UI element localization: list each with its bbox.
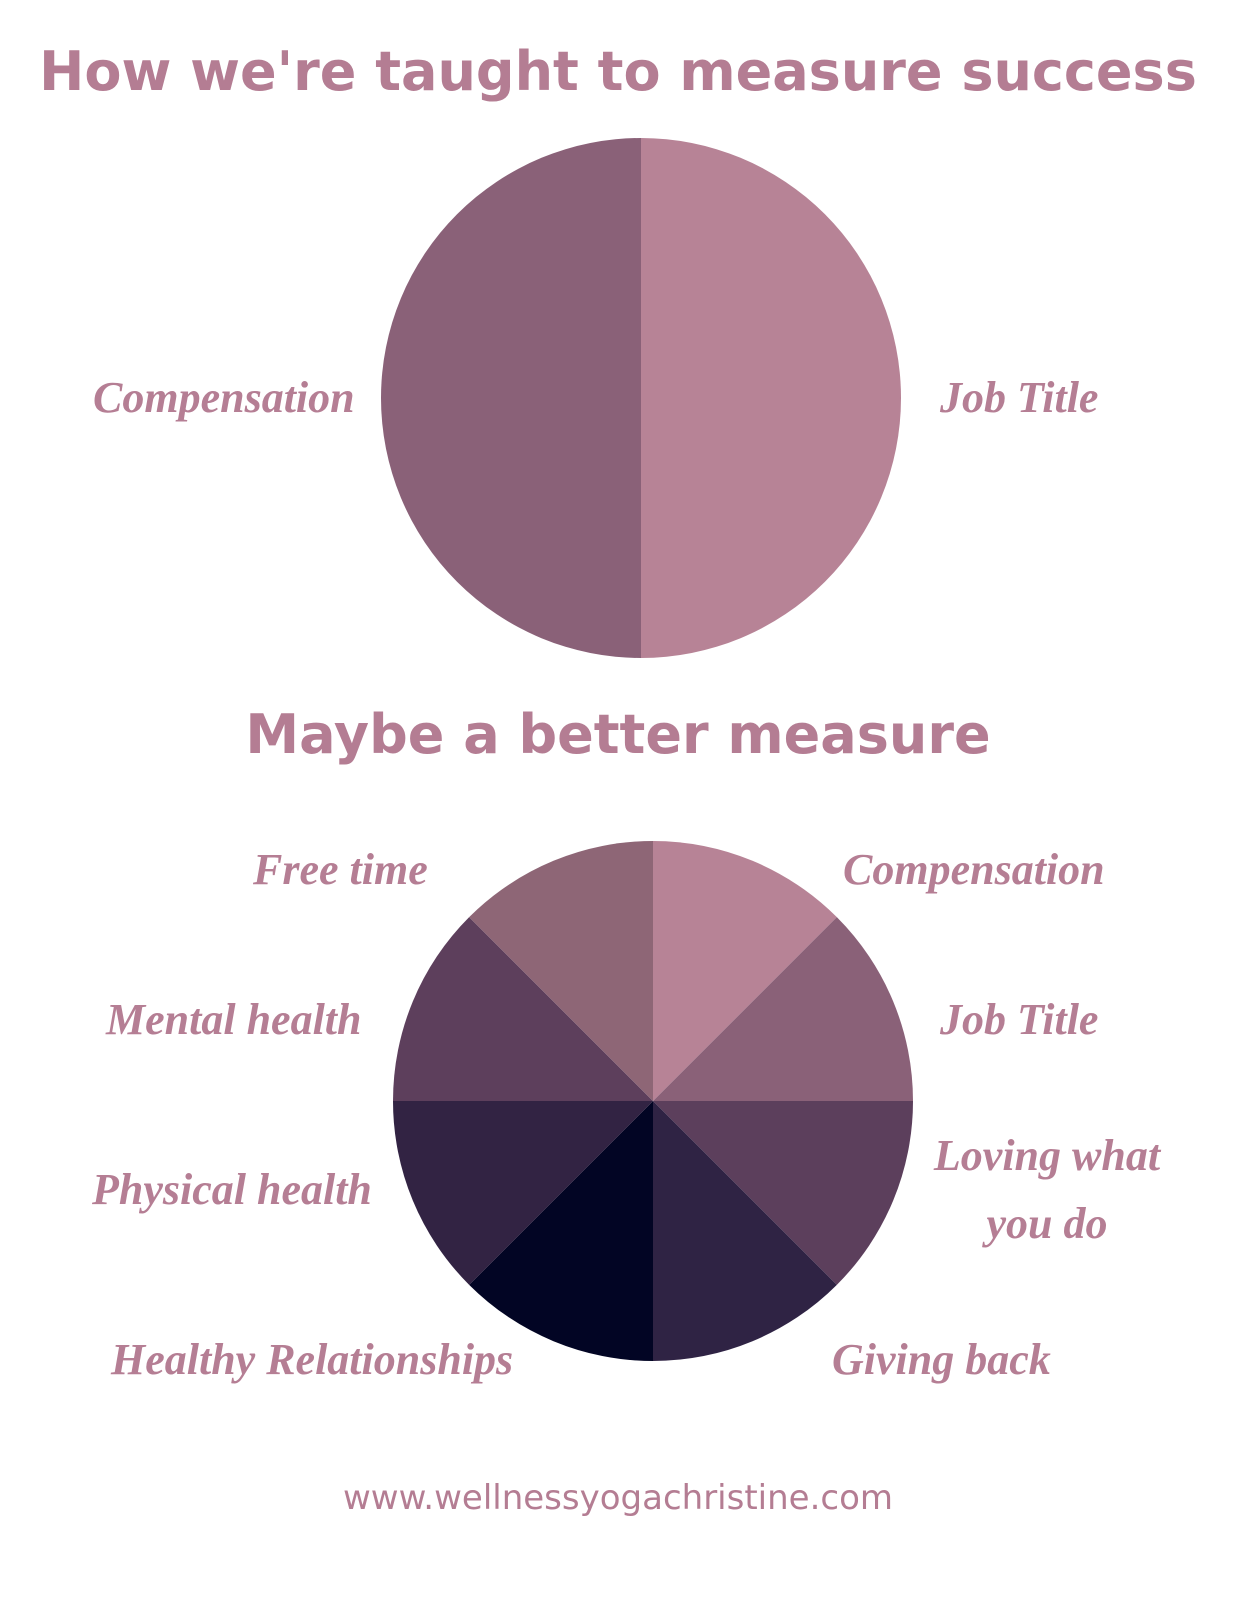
slice-label: Giving back — [832, 1335, 1051, 1384]
pie-slice — [653, 1101, 837, 1361]
slice-label: Free time — [253, 845, 428, 894]
pie-slice — [469, 841, 653, 1101]
slice-label: Loving what you do — [933, 1131, 1161, 1248]
slice-label: Compensation — [843, 845, 1105, 894]
pie-slice — [653, 841, 837, 1101]
slice-label: Mental health — [106, 995, 362, 1044]
pie-slice — [381, 138, 641, 658]
pie-slice — [653, 917, 913, 1101]
chart-title: Maybe a better measure — [245, 703, 991, 766]
slice-label: Physical health — [92, 1165, 372, 1214]
pie-slice — [469, 1101, 653, 1361]
pie-slice — [653, 1101, 913, 1285]
pie-slice — [393, 917, 653, 1101]
chart-title: How we're taught to measure success — [39, 40, 1197, 103]
footer-url: www.wellnessyogachristine.com — [342, 1478, 893, 1518]
pie-slice — [393, 1101, 653, 1285]
slice-label: Healthy Relationships — [111, 1335, 514, 1384]
pie-slice — [641, 138, 901, 658]
slice-label: Job Title — [940, 995, 1099, 1044]
slice-label: Job Title — [940, 373, 1099, 422]
slice-label: Compensation — [93, 373, 355, 422]
